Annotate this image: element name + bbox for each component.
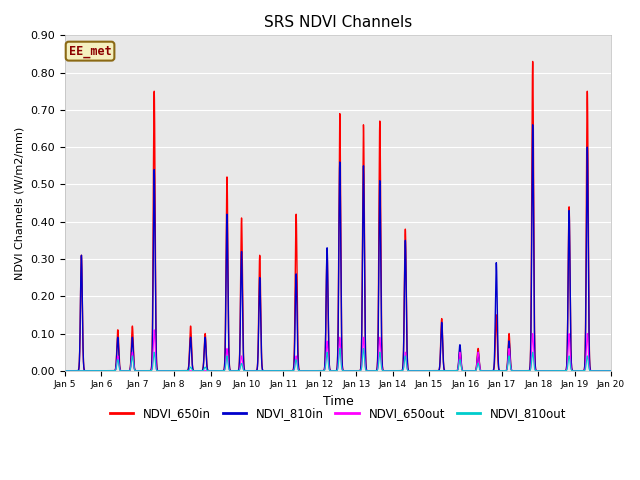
NDVI_810in xyxy=(61,368,69,373)
NDVI_650in xyxy=(390,368,397,373)
Text: EE_met: EE_met xyxy=(68,45,111,58)
Line: NDVI_810out: NDVI_810out xyxy=(65,348,611,371)
Legend: NDVI_650in, NDVI_810in, NDVI_650out, NDVI_810out: NDVI_650in, NDVI_810in, NDVI_650out, NDV… xyxy=(105,403,571,425)
NDVI_810out xyxy=(467,368,474,373)
NDVI_650out xyxy=(193,368,200,373)
NDVI_810out xyxy=(357,367,365,372)
NDVI_650out xyxy=(99,368,106,373)
NDVI_650in xyxy=(61,368,69,373)
Line: NDVI_810in: NDVI_810in xyxy=(65,125,611,371)
NDVI_650in xyxy=(607,368,615,373)
Y-axis label: NDVI Channels (W/m2/mm): NDVI Channels (W/m2/mm) xyxy=(15,126,25,280)
NDVI_650out xyxy=(61,368,69,373)
NDVI_810out xyxy=(270,368,278,373)
Line: NDVI_650in: NDVI_650in xyxy=(65,61,611,371)
NDVI_650out xyxy=(270,368,278,373)
NDVI_650in xyxy=(193,368,200,373)
NDVI_810in xyxy=(529,122,536,128)
NDVI_810out xyxy=(61,368,69,373)
NDVI_810out xyxy=(607,368,615,373)
NDVI_650in xyxy=(357,356,365,362)
Line: NDVI_650out: NDVI_650out xyxy=(65,330,611,371)
NDVI_810in xyxy=(99,368,106,373)
NDVI_810in xyxy=(193,368,200,373)
NDVI_650in xyxy=(270,368,278,373)
NDVI_650out xyxy=(150,327,158,333)
NDVI_810in xyxy=(390,368,397,373)
NDVI_810in xyxy=(607,368,615,373)
NDVI_810out xyxy=(336,346,344,351)
NDVI_650out xyxy=(607,368,615,373)
Title: SRS NDVI Channels: SRS NDVI Channels xyxy=(264,15,412,30)
NDVI_650in xyxy=(529,59,536,64)
NDVI_810in xyxy=(270,368,278,373)
NDVI_810in xyxy=(357,358,365,364)
NDVI_810out xyxy=(390,368,397,373)
NDVI_810out xyxy=(193,368,200,373)
NDVI_810out xyxy=(99,368,106,373)
X-axis label: Time: Time xyxy=(323,395,353,408)
NDVI_650out xyxy=(467,368,474,373)
NDVI_650out xyxy=(357,366,365,372)
NDVI_650out xyxy=(390,368,397,373)
NDVI_650in xyxy=(99,368,106,373)
NDVI_810in xyxy=(467,368,474,373)
NDVI_650in xyxy=(467,368,474,373)
